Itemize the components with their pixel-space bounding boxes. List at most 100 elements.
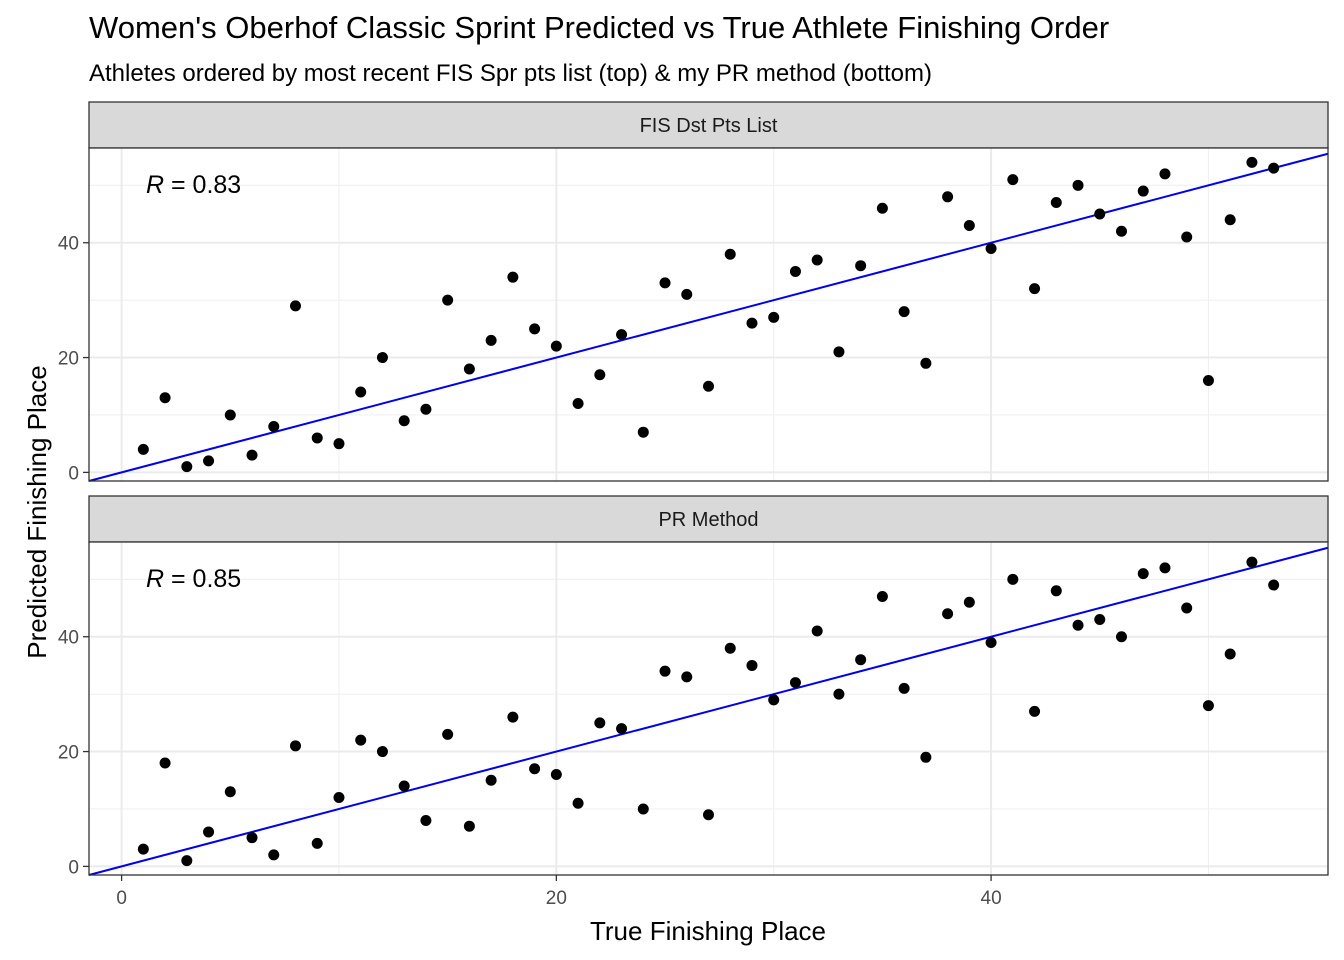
data-point <box>768 311 780 323</box>
facet-strip-label: PR Method <box>658 509 758 531</box>
data-point <box>1268 579 1280 591</box>
data-point <box>224 786 236 798</box>
data-point <box>376 352 388 364</box>
data-point <box>724 642 736 654</box>
data-point <box>746 317 758 329</box>
data-point <box>616 723 628 735</box>
data-point <box>1116 225 1127 237</box>
data-point <box>724 248 736 260</box>
data-point <box>876 591 888 603</box>
data-point <box>311 432 323 444</box>
data-point <box>746 659 758 671</box>
data-point <box>268 849 280 861</box>
data-point <box>181 855 193 867</box>
y-tick-label: 40 <box>58 234 79 255</box>
data-point <box>550 340 562 352</box>
data-point <box>1181 602 1193 614</box>
data-point <box>1072 619 1084 631</box>
correlation-variable: R <box>146 565 164 593</box>
data-point <box>355 386 367 398</box>
data-point <box>355 734 367 746</box>
data-point <box>224 409 236 421</box>
data-point <box>398 780 410 792</box>
data-point <box>1159 168 1171 180</box>
data-point <box>637 426 649 438</box>
data-point <box>1094 208 1106 220</box>
data-point <box>985 242 997 254</box>
data-point <box>1029 283 1041 295</box>
correlation-value: = 0.85 <box>164 565 241 593</box>
correlation-variable: R <box>146 171 164 199</box>
data-point <box>920 357 932 369</box>
data-point <box>963 596 975 608</box>
data-point <box>1007 573 1019 585</box>
data-point <box>333 438 345 450</box>
data-point <box>507 271 519 283</box>
data-point <box>159 757 171 769</box>
data-point <box>855 260 867 272</box>
data-point <box>376 746 388 758</box>
data-point <box>1159 562 1171 574</box>
data-point <box>572 797 584 809</box>
data-point <box>855 654 867 666</box>
data-point <box>1246 556 1258 568</box>
data-point <box>398 415 410 427</box>
data-point <box>1224 648 1236 660</box>
data-point <box>442 294 454 306</box>
panel-fis-dst-pts-list: FIS Dst Pts List R = 0.83 0 20 40 <box>58 101 1329 484</box>
data-point <box>659 665 671 677</box>
data-point <box>485 334 497 346</box>
data-point <box>833 346 845 358</box>
data-point <box>1116 631 1127 643</box>
data-point <box>1029 705 1041 717</box>
data-point <box>159 392 171 404</box>
data-point <box>789 677 801 689</box>
data-point <box>1007 174 1019 186</box>
data-point <box>246 449 258 461</box>
data-point <box>1202 700 1214 712</box>
data-point <box>811 254 823 266</box>
data-point <box>659 277 671 289</box>
data-point <box>1246 156 1258 168</box>
data-point <box>572 397 584 409</box>
data-point <box>485 774 497 786</box>
data-point <box>420 403 432 415</box>
data-point <box>203 455 215 467</box>
data-point <box>137 443 149 455</box>
data-point <box>985 636 997 648</box>
data-point <box>833 688 845 700</box>
data-point <box>137 843 149 855</box>
data-point <box>768 694 780 706</box>
y-tick-label: 0 <box>68 463 79 484</box>
data-point <box>268 420 280 432</box>
data-point <box>681 288 693 300</box>
data-point <box>703 809 714 821</box>
data-point <box>1202 375 1214 387</box>
data-point <box>463 820 475 832</box>
x-tick-label: 20 <box>546 888 567 909</box>
data-point <box>898 682 910 694</box>
data-point <box>550 769 562 781</box>
data-point <box>1268 162 1280 174</box>
correlation-annotation: R = 0.85 <box>146 565 241 593</box>
data-point <box>637 803 649 815</box>
x-axis-label: True Finishing Place <box>590 916 826 946</box>
y-tick-label: 20 <box>58 349 79 370</box>
data-point <box>1094 614 1106 626</box>
data-point <box>898 306 910 318</box>
x-axis: 0 20 40 <box>116 875 1002 909</box>
correlation-annotation: R = 0.83 <box>146 171 241 199</box>
data-point <box>789 265 801 277</box>
facet-strip-label: FIS Dst Pts List <box>640 115 778 137</box>
chart-subtitle: Athletes ordered by most recent FIS Spr … <box>89 60 932 87</box>
data-point <box>203 826 215 838</box>
data-point <box>942 191 954 203</box>
chart-title: Women's Oberhof Classic Sprint Predicted… <box>89 10 1110 45</box>
data-point <box>876 202 888 214</box>
data-point <box>529 323 541 335</box>
data-point <box>1050 585 1062 597</box>
data-point <box>1181 231 1193 243</box>
reference-line <box>88 546 1329 876</box>
data-point <box>1224 214 1236 226</box>
